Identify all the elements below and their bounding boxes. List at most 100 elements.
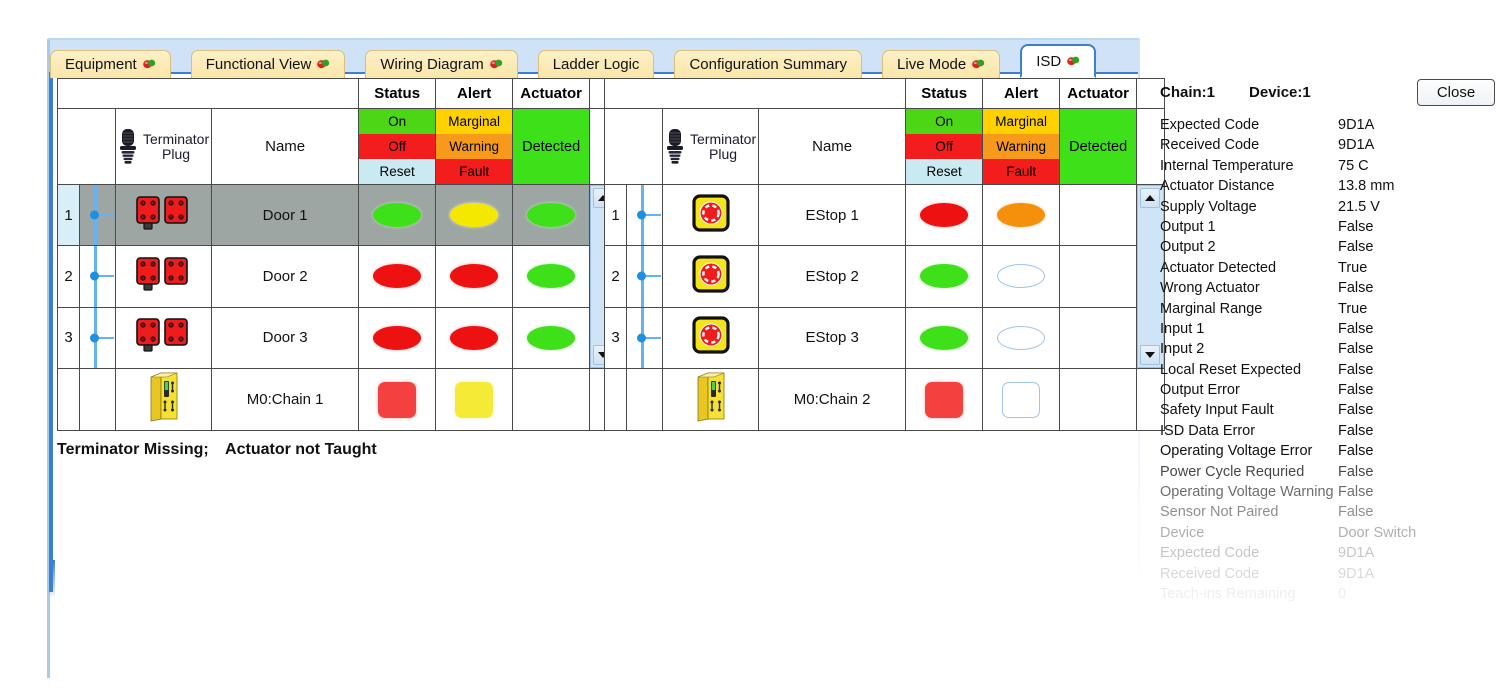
alert-indicator-cell [982, 245, 1061, 308]
chain-dot [90, 210, 99, 220]
chain-stub [94, 275, 114, 278]
legend-on: On [906, 109, 983, 134]
table-header-row: Status Alert Actuator [56, 78, 619, 109]
tab-wiring-diagram[interactable]: Wiring Diagram [365, 50, 518, 78]
table-row[interactable]: 1 Door 1 [57, 183, 619, 369]
module-name: M0:Chain 2 [758, 368, 907, 431]
tab-live-mode[interactable]: Live Mode [882, 50, 1001, 78]
close-button[interactable]: Close [1417, 78, 1495, 106]
detail-row: Expected Code 9D1A [1160, 543, 1495, 563]
legend-marginal: Marginal [983, 109, 1060, 134]
module-status-square [378, 381, 417, 418]
device-icon-cell [114, 245, 213, 308]
actuator-indicator-cell [512, 306, 591, 370]
detail-key: Expected Code [1160, 117, 1260, 133]
device-name: Door 1 [211, 183, 360, 247]
terminator-plug-icon [120, 128, 136, 164]
tab-functional-view[interactable]: Functional View [190, 50, 346, 78]
alert-indicator-cell [982, 183, 1061, 247]
terminator-label-line2: Plug [709, 145, 738, 162]
table-row[interactable]: 1 EStop 1 [604, 183, 1166, 369]
device-name: Door 3 [211, 306, 360, 370]
detail-row: Power Cycle Requried False [1160, 462, 1495, 482]
detail-value: 0 [1338, 585, 1347, 602]
tab-label: Equipment [65, 56, 137, 73]
detail-row: Wrong Actuator False [1160, 278, 1495, 298]
legend-marginal: Marginal [436, 109, 513, 134]
chain-connector-cell [79, 183, 116, 247]
chain-connector-cell [626, 245, 663, 308]
safety-module-icon [697, 372, 724, 422]
terminator-label-line1: Terminator [143, 130, 210, 147]
detail-row: Safety Input Fault False [1160, 400, 1495, 420]
chain-connector-cell [79, 306, 116, 370]
module-row[interactable]: M0:Chain 2 [604, 368, 1166, 431]
legend-row: Terminator Plug Name On Off Reset Marginal Warn… [604, 108, 1166, 185]
legend-detected: Detected [1059, 108, 1138, 185]
legend-detected: Detected [512, 108, 591, 185]
tab-label: ISD [1036, 52, 1062, 70]
detail-row: Output 2 False [1160, 237, 1495, 257]
scroll-down-button[interactable] [1140, 345, 1161, 365]
legend-alert-stack: Marginal Warning Fault [435, 108, 514, 185]
module-actuator-cell [512, 368, 591, 431]
detail-value: 13.8 mm [1338, 178, 1395, 195]
tab-isd[interactable]: ISD [1020, 44, 1097, 78]
detail-chain-label: Chain:1 [1160, 83, 1216, 101]
tab-label: Wiring Diagram [380, 56, 484, 73]
detail-value: False [1338, 280, 1374, 297]
terminator-plug-label: Terminator Plug [690, 131, 756, 162]
tab-equipment[interactable]: Equipment [50, 50, 171, 78]
module-alert-cell [982, 368, 1061, 431]
detail-key: Output 1 [1160, 218, 1216, 235]
alert-led [450, 203, 499, 228]
legend-reset: Reset [906, 159, 983, 184]
detail-header: Chain:1 Device:1 Close [1160, 78, 1495, 106]
detail-row: ISD Data Error False [1160, 421, 1495, 441]
detail-key: Power Cycle Requried [1160, 463, 1305, 480]
detail-key: Local Reset Expected [1160, 361, 1302, 378]
module-row[interactable]: M0:Chain 1 [57, 368, 619, 431]
table-row[interactable]: 2 Door 2 [57, 245, 618, 308]
legend-reset: Reset [359, 159, 436, 184]
left-device-table: Status Alert Actuator Terminator Plug Name On O… [56, 78, 619, 431]
row-number: 2 [57, 245, 80, 308]
actuator-indicator-cell [512, 245, 591, 308]
tab-label: Configuration Summary [689, 56, 848, 73]
device-name: Door 2 [211, 245, 360, 308]
alert-indicator-cell [435, 183, 514, 247]
tab-configuration-summary[interactable]: Configuration Summary [674, 50, 863, 78]
module-chain-cell [79, 368, 116, 431]
module-row-number [604, 368, 627, 431]
header-blank [56, 78, 360, 109]
tab-ladder-logic[interactable]: Ladder Logic [537, 50, 655, 78]
status-indicator-cell [905, 245, 984, 308]
status-indicator-cell [358, 245, 437, 308]
legend-warning: Warning [436, 134, 513, 159]
row-number: 3 [57, 306, 80, 370]
estop-icon [691, 194, 730, 232]
detail-row: Output Error False [1160, 380, 1495, 400]
legend-off: Off [906, 134, 983, 159]
chain-stub [641, 336, 661, 339]
detail-row: Local Reset Expected False [1160, 360, 1495, 380]
estop-icon [691, 316, 730, 354]
detail-value: True [1338, 300, 1368, 317]
table-row[interactable]: 3 EStop 3 [604, 306, 1165, 370]
module-alert-square [455, 381, 494, 418]
chevron-up-icon [598, 195, 609, 201]
vertical-scrollbar[interactable] [1136, 184, 1166, 369]
detail-value: 9D1A [1338, 565, 1375, 582]
table-row[interactable]: 2 EStop 2 [604, 245, 1165, 308]
terminator-label-line2: Plug [162, 145, 191, 162]
legend-fault: Fault [436, 159, 513, 184]
alert-led [997, 203, 1046, 228]
table-row[interactable]: 3 Door 3 [57, 306, 618, 370]
terminator-plug-cell: Terminator Plug [661, 108, 760, 185]
scroll-up-button[interactable] [1140, 188, 1161, 208]
status-indicator-cell [358, 306, 437, 370]
legend-spacer [604, 108, 663, 185]
detail-value: False [1338, 239, 1374, 256]
module-actuator-cell [1059, 368, 1138, 431]
